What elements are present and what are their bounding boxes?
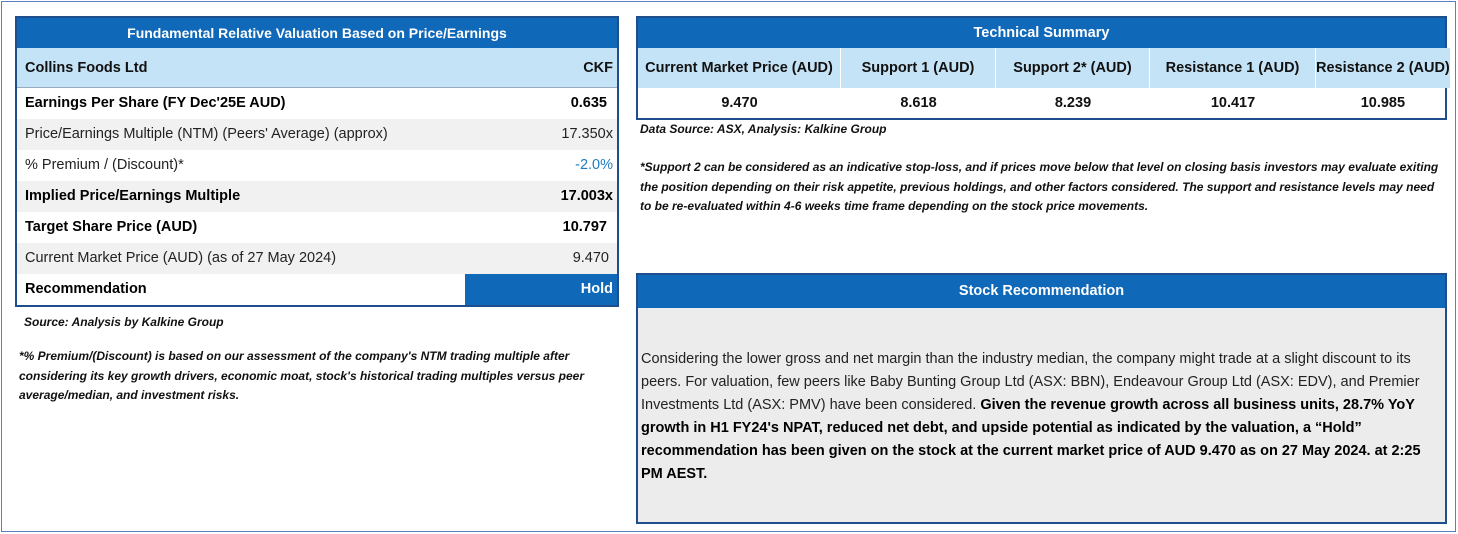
row-value: 17.350x (561, 126, 613, 142)
recommendation-row: Recommendation Hold (17, 274, 617, 305)
table-row: Target Share Price (AUD) 10.797 (17, 212, 617, 243)
recommendation-title: Stock Recommendation (638, 275, 1445, 308)
row-label: Implied Price/Earnings Multiple (25, 188, 241, 204)
cell-value: 8.618 (900, 95, 937, 111)
recommendation-body: Considering the lower gross and net marg… (641, 348, 1443, 486)
table-row: % Premium / (Discount)* -2.0% (17, 150, 617, 181)
valuation-source: Source: Analysis by Kalkine Group (24, 315, 224, 329)
technical-summary-table: Technical Summary Current Market Price (… (636, 16, 1450, 120)
company-ticker: CKF (583, 60, 613, 76)
recommendation-text: Considering the lower gross and net marg… (641, 351, 1420, 413)
row-label: Earnings Per Share (FY Dec'25E AUD) (25, 95, 286, 111)
recommendation-label: Recommendation (25, 281, 147, 297)
row-label: Price/Earnings Multiple (NTM) (Peers' Av… (25, 126, 388, 142)
technical-footnote: *Support 2 can be considered as an indic… (640, 160, 1439, 213)
table-row: Price/Earnings Multiple (NTM) (Peers' Av… (17, 119, 617, 150)
valuation-table: Fundamental Relative Valuation Based on … (15, 16, 619, 307)
stock-recommendation-panel: Stock Recommendation Considering the low… (636, 273, 1447, 524)
row-value: 10.797 (562, 219, 607, 235)
table-row: Earnings Per Share (FY Dec'25E AUD) 0.63… (17, 88, 617, 119)
recommendation-value: Hold (465, 274, 617, 305)
row-label: % Premium / (Discount)* (25, 157, 184, 173)
technical-title: Technical Summary (638, 18, 1445, 48)
column-header: Support 2* (AUD) (996, 48, 1150, 88)
cell-value: 10.985 (1360, 95, 1406, 111)
cell-value: 10.417 (1210, 95, 1256, 111)
technical-source: Data Source: ASX, Analysis: Kalkine Grou… (640, 122, 887, 136)
row-value: -2.0% (575, 157, 613, 173)
cell-value: 9.470 (721, 95, 758, 111)
row-label: Target Share Price (AUD) (25, 219, 198, 235)
column-header: Support 1 (AUD) (841, 48, 996, 88)
row-label: Current Market Price (AUD) (as of 27 May… (25, 250, 337, 266)
company-row: Collins Foods Ltd CKF (17, 48, 617, 88)
row-value: 9.470 (572, 250, 609, 266)
valuation-title: Fundamental Relative Valuation Based on … (17, 18, 617, 48)
recommendation-text-bold: Given the revenue growth across all busi… (641, 397, 1421, 482)
valuation-footnote: *% Premium/(Discount) is based on our as… (19, 349, 585, 402)
technical-grid: Current Market Price (AUD) Support 1 (AU… (638, 48, 1450, 118)
table-row: Current Market Price (AUD) (as of 27 May… (17, 243, 617, 274)
row-value: 17.003x (560, 188, 613, 204)
cell-value: 8.239 (1054, 95, 1092, 111)
table-row: Implied Price/Earnings Multiple 17.003x (17, 181, 617, 212)
column-header: Resistance 1 (AUD) (1150, 48, 1316, 88)
column-header: Resistance 2 (AUD) (1316, 48, 1450, 88)
column-header: Current Market Price (AUD) (638, 48, 841, 88)
company-name: Collins Foods Ltd (25, 60, 148, 76)
row-value: 0.635 (570, 95, 607, 111)
